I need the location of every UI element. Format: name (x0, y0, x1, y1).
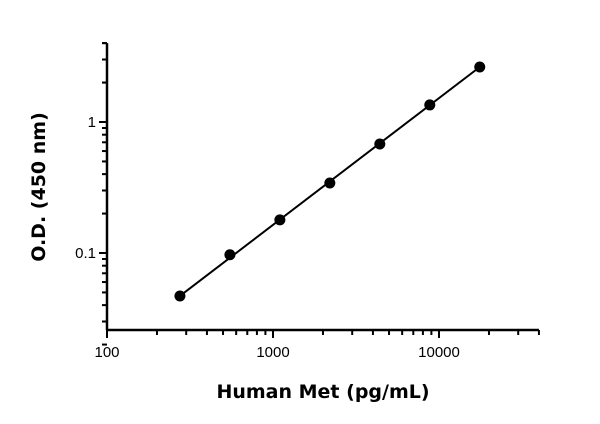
y-axis-title: O.D. (450 nm) (28, 112, 50, 262)
x-tick-label: 1000 (256, 344, 289, 361)
x-axis-title: Human Met (pg/mL) (216, 381, 429, 403)
y-tick-label: 0.1 (75, 245, 96, 262)
data-point (224, 249, 236, 261)
data-point (474, 61, 486, 73)
data-point (274, 214, 286, 226)
x-tick-label: 100 (94, 344, 119, 361)
data-point (174, 290, 186, 302)
x-tick-label: 10000 (418, 344, 460, 361)
data-points (174, 61, 486, 302)
data-point (324, 177, 336, 189)
y-axis: 0.11 (75, 42, 109, 346)
x-axis: 100 1000 10000 (94, 328, 540, 361)
data-point (424, 99, 436, 111)
data-point (374, 138, 386, 150)
y-tick-label: 1 (88, 114, 96, 131)
